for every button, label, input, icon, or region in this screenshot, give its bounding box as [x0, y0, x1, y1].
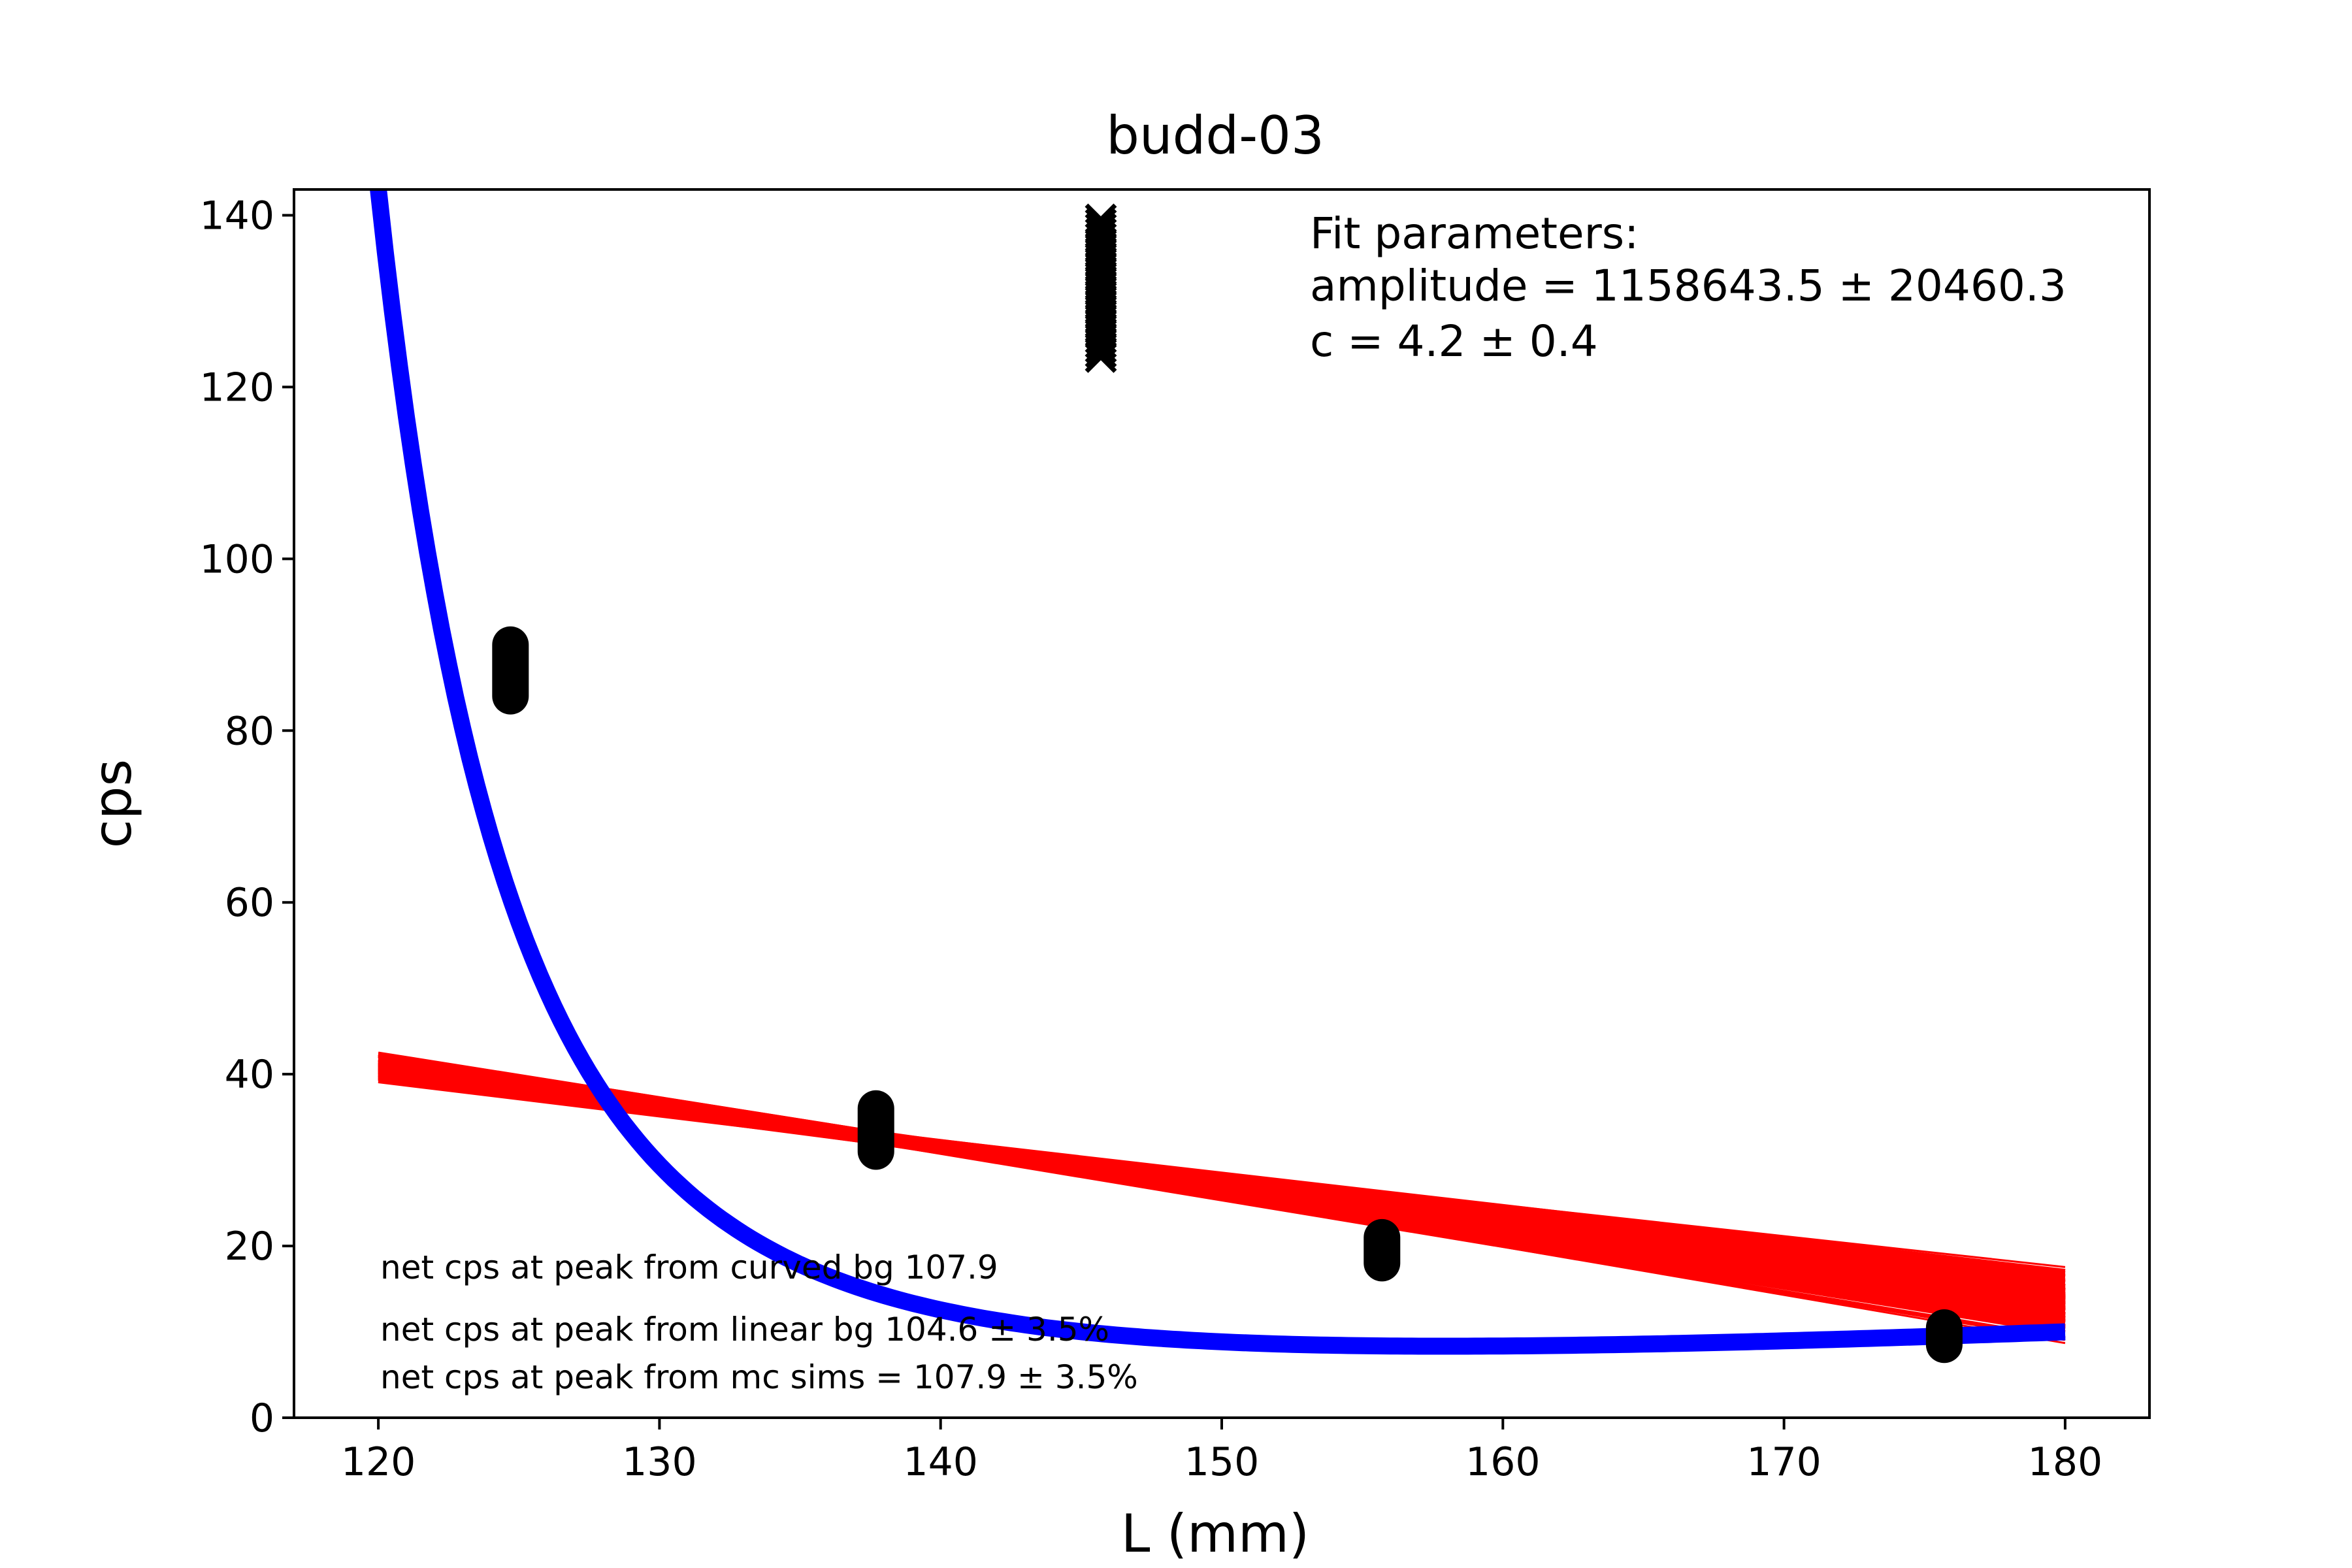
x-tick-label: 120 — [341, 1439, 416, 1485]
y-tick-label: 40 — [225, 1052, 274, 1098]
c-label: c = 4.2 ± 0.4 — [1310, 316, 1598, 367]
x-axis: 120 130 140 150 160 170 180 — [341, 1418, 2102, 1485]
amplitude-label: amplitude = 1158643.5 ± 20460.3 — [1310, 261, 2066, 311]
peak-point — [1085, 208, 1117, 240]
peak-point — [1085, 203, 1117, 236]
x-tick-label: 170 — [1746, 1439, 1821, 1485]
peak-points — [1085, 203, 1117, 373]
chart-title: budd-03 — [1106, 105, 1324, 166]
x-tick-label: 160 — [1465, 1439, 1541, 1485]
peak-point — [1085, 218, 1117, 250]
fit-parameters-annotation: Fit parameters: amplitude = 1158643.5 ± … — [1310, 208, 2066, 367]
y-axis: 0 20 40 60 80 100 120 140 — [199, 193, 294, 1441]
x-tick-label: 150 — [1184, 1439, 1260, 1485]
linear-fit-line — [378, 1060, 2066, 1335]
fit-parameters-header: Fit parameters: — [1310, 208, 1639, 259]
y-tick-label: 0 — [250, 1396, 274, 1441]
y-axis-title: cps — [82, 759, 143, 848]
y-tick-label: 100 — [199, 536, 274, 582]
linear-fit-lines — [378, 1051, 2066, 1345]
linear-fit-line — [378, 1058, 2066, 1308]
background-points — [492, 626, 1963, 1364]
net-mc-label: net cps at peak from mc sims = 107.9 ± 3… — [380, 1358, 1138, 1396]
peak-point — [1085, 213, 1117, 245]
y-tick-label: 80 — [225, 708, 274, 754]
curved-fit-line — [370, 189, 2066, 1355]
net-linear-label: net cps at peak from linear bg 104.6 ± 3… — [380, 1311, 1109, 1348]
y-tick-label: 60 — [225, 880, 274, 926]
plot-area — [370, 189, 2066, 1364]
y-tick-label: 140 — [199, 193, 274, 238]
x-tick-label: 180 — [2028, 1439, 2103, 1485]
net-cps-annotation: net cps at peak from curved bg 107.9 net… — [380, 1249, 1138, 1396]
net-curved-label: net cps at peak from curved bg 107.9 — [380, 1249, 998, 1286]
x-tick-label: 130 — [622, 1439, 697, 1485]
x-tick-label: 140 — [903, 1439, 978, 1485]
x-axis-title: L (mm) — [1121, 1503, 1309, 1564]
y-tick-label: 120 — [199, 365, 274, 410]
y-tick-label: 20 — [225, 1224, 274, 1269]
